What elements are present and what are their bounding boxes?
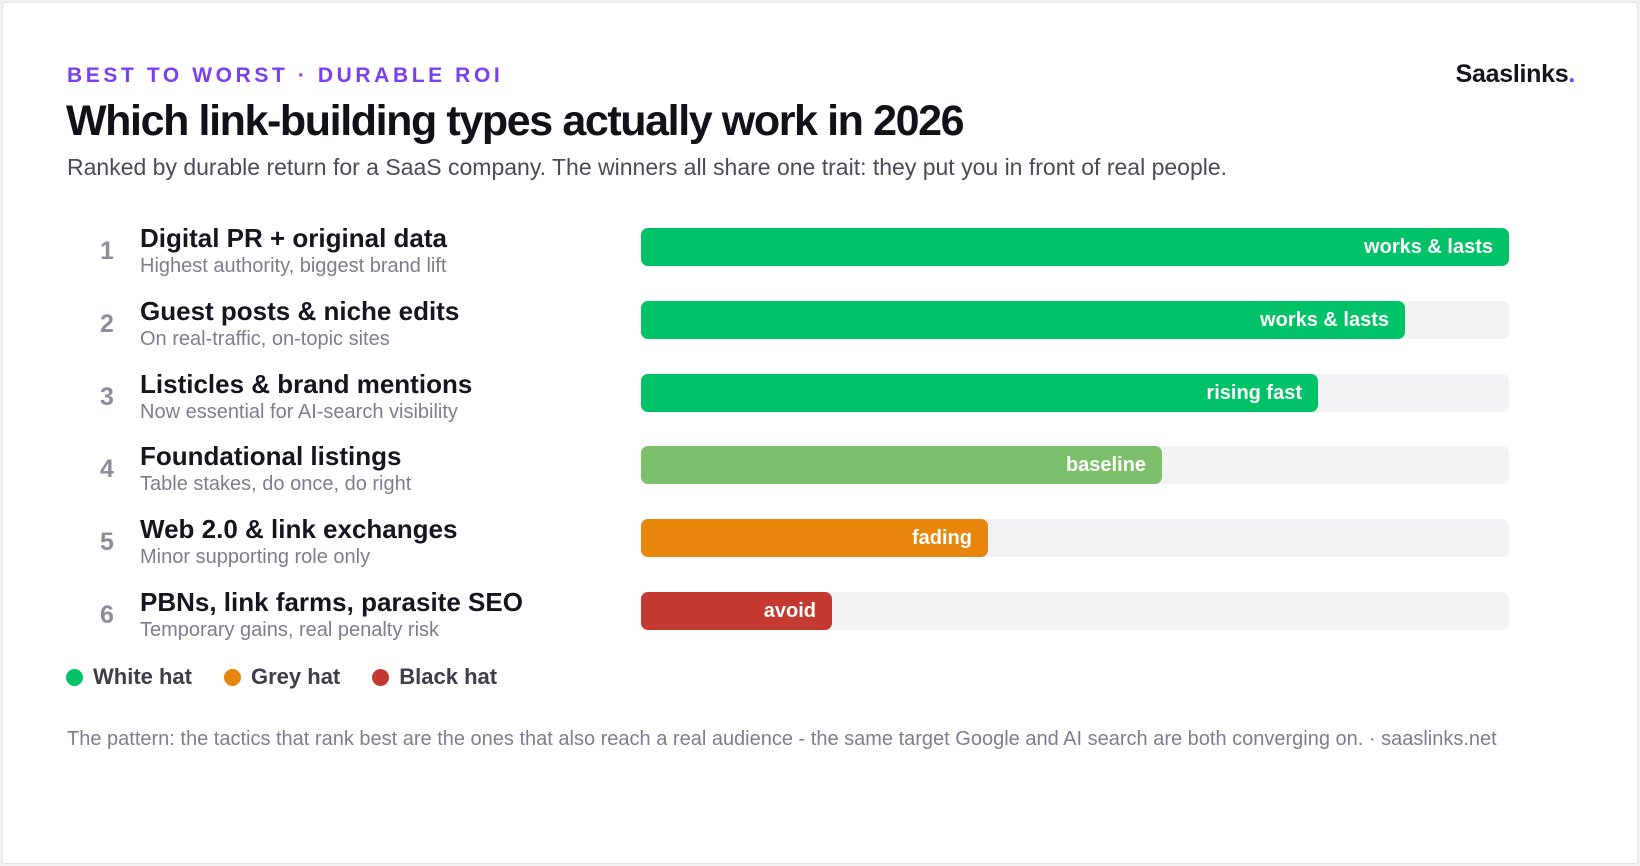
bar-row: 2 Guest posts & niche edits On real-traffi… (3, 282, 1639, 355)
legend-swatch (66, 668, 83, 686)
bar-track: rising fast (641, 373, 1509, 412)
rank-number: 1 (100, 237, 114, 265)
bar-row: 3 Listicles & brand mentions Now essential… (3, 355, 1639, 428)
legend-label: Grey hat (251, 664, 341, 689)
bar: works & lasts (641, 300, 1405, 339)
rank-number: 5 (100, 528, 114, 557)
bar: works & lasts (641, 228, 1509, 266)
legend-label: White hat (93, 664, 192, 689)
rank-number: 6 (100, 601, 114, 629)
legend-swatch (224, 668, 241, 686)
category-note: Highest authority, biggest brand lift (140, 255, 447, 277)
footer-note: The pattern: the tactics that rank best … (67, 728, 1497, 750)
bar-row: 4 Foundational listings Table stakes, do o… (3, 427, 1639, 500)
bar-value-label: fading (912, 527, 972, 550)
legend-item: White hat (66, 664, 192, 690)
legend: White hat Grey hat Black hat (66, 664, 529, 690)
bar: rising fast (641, 373, 1318, 412)
rank-number: 2 (100, 309, 114, 338)
bar: fading (641, 519, 988, 558)
bar-value-label: works & lasts (1260, 308, 1389, 331)
category-note: Minor supporting role only (140, 546, 371, 569)
bar-value-label: baseline (1065, 454, 1146, 477)
rank-number: 3 (100, 382, 114, 411)
bar-track: works & lasts (641, 228, 1509, 266)
bar-value-label: avoid (763, 600, 816, 622)
legend-item: Black hat (372, 664, 497, 690)
category-note: Temporary gains, real penalty risk (140, 619, 440, 641)
brand-dot: . (1568, 60, 1575, 88)
bar-row: 5 Web 2.0 & link exchanges Minor supportin… (3, 500, 1639, 573)
chart-title: Which link-building types actually work … (66, 97, 965, 145)
bar-value-label: rising fast (1206, 381, 1302, 404)
legend-swatch (372, 668, 390, 686)
legend-label: Black hat (399, 664, 498, 689)
bar-track: baseline (641, 446, 1509, 485)
brand-name: Saaslinks (1455, 60, 1569, 88)
bar-track: fading (641, 519, 1509, 558)
chart-subtitle: Ranked by durable return for a SaaS comp… (67, 154, 1228, 180)
bar-row: 1 Digital PR + original data Highest autho… (3, 209, 1639, 282)
category-label: Web 2.0 & link exchanges (140, 514, 458, 545)
legend-item: Grey hat (224, 664, 340, 690)
bar: baseline (641, 446, 1162, 485)
category-note: On real-traffic, on-topic sites (140, 327, 390, 350)
kicker: BEST TO WORST · DURABLE ROI (67, 64, 504, 87)
category-label: Foundational listings (140, 441, 402, 472)
category-note: Now essential for AI-search visibility (140, 400, 458, 423)
bar-track: avoid (641, 592, 1509, 630)
category-label: Listicles & brand mentions (140, 368, 473, 399)
bar-value-label: works & lasts (1364, 236, 1493, 258)
category-label: PBNs, link farms, parasite SEO (140, 587, 523, 617)
bar: avoid (641, 592, 832, 630)
brand-logo: Saaslinks. (1455, 60, 1576, 89)
category-label: Digital PR + original data (140, 223, 447, 253)
rank-number: 4 (100, 455, 114, 484)
bar-track: works & lasts (641, 300, 1509, 339)
category-label: Guest posts & niche edits (140, 295, 460, 326)
category-note: Table stakes, do once, do right (140, 473, 412, 496)
bar-row: 6 PBNs, link farms, parasite SEO Temporary… (3, 573, 1639, 646)
